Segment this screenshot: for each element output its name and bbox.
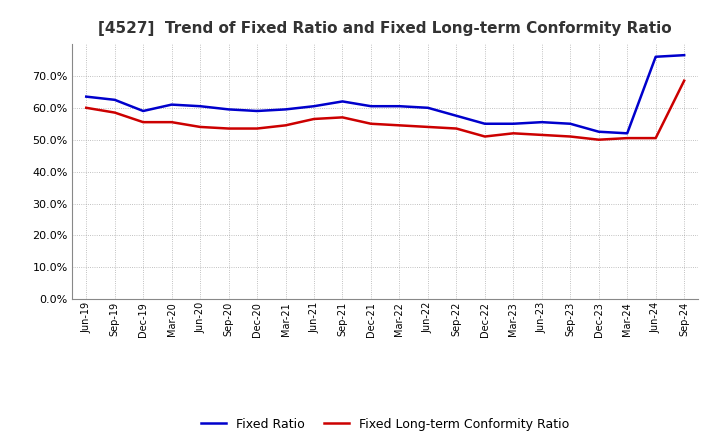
Fixed Ratio — [338, 99, 347, 104]
Fixed Ratio — [167, 102, 176, 107]
Fixed Long-term Conformity Ratio — [196, 124, 204, 129]
Fixed Long-term Conformity Ratio — [423, 124, 432, 129]
Fixed Long-term Conformity Ratio — [139, 120, 148, 125]
Fixed Ratio — [196, 103, 204, 109]
Fixed Ratio — [253, 108, 261, 114]
Fixed Ratio — [537, 120, 546, 125]
Fixed Ratio — [225, 107, 233, 112]
Fixed Long-term Conformity Ratio — [566, 134, 575, 139]
Fixed Ratio — [110, 97, 119, 103]
Line: Fixed Long-term Conformity Ratio: Fixed Long-term Conformity Ratio — [86, 81, 684, 139]
Fixed Long-term Conformity Ratio — [652, 136, 660, 141]
Title: [4527]  Trend of Fixed Ratio and Fixed Long-term Conformity Ratio: [4527] Trend of Fixed Ratio and Fixed Lo… — [99, 21, 672, 36]
Fixed Long-term Conformity Ratio — [310, 116, 318, 121]
Fixed Ratio — [652, 54, 660, 59]
Fixed Long-term Conformity Ratio — [452, 126, 461, 131]
Fixed Long-term Conformity Ratio — [82, 105, 91, 110]
Fixed Ratio — [680, 52, 688, 58]
Fixed Long-term Conformity Ratio — [509, 131, 518, 136]
Fixed Long-term Conformity Ratio — [480, 134, 489, 139]
Fixed Long-term Conformity Ratio — [366, 121, 375, 126]
Fixed Long-term Conformity Ratio — [595, 137, 603, 142]
Fixed Long-term Conformity Ratio — [253, 126, 261, 131]
Line: Fixed Ratio: Fixed Ratio — [86, 55, 684, 133]
Fixed Long-term Conformity Ratio — [167, 120, 176, 125]
Fixed Ratio — [566, 121, 575, 126]
Fixed Long-term Conformity Ratio — [680, 78, 688, 83]
Fixed Long-term Conformity Ratio — [282, 123, 290, 128]
Fixed Ratio — [310, 103, 318, 109]
Fixed Ratio — [595, 129, 603, 134]
Fixed Ratio — [366, 103, 375, 109]
Fixed Long-term Conformity Ratio — [395, 123, 404, 128]
Fixed Ratio — [452, 113, 461, 118]
Fixed Ratio — [623, 131, 631, 136]
Fixed Long-term Conformity Ratio — [225, 126, 233, 131]
Fixed Ratio — [282, 107, 290, 112]
Fixed Long-term Conformity Ratio — [537, 132, 546, 138]
Fixed Ratio — [82, 94, 91, 99]
Fixed Ratio — [139, 108, 148, 114]
Fixed Long-term Conformity Ratio — [110, 110, 119, 115]
Fixed Long-term Conformity Ratio — [623, 136, 631, 141]
Fixed Ratio — [509, 121, 518, 126]
Fixed Ratio — [480, 121, 489, 126]
Fixed Ratio — [395, 103, 404, 109]
Legend: Fixed Ratio, Fixed Long-term Conformity Ratio: Fixed Ratio, Fixed Long-term Conformity … — [197, 413, 574, 436]
Fixed Ratio — [423, 105, 432, 110]
Fixed Long-term Conformity Ratio — [338, 115, 347, 120]
